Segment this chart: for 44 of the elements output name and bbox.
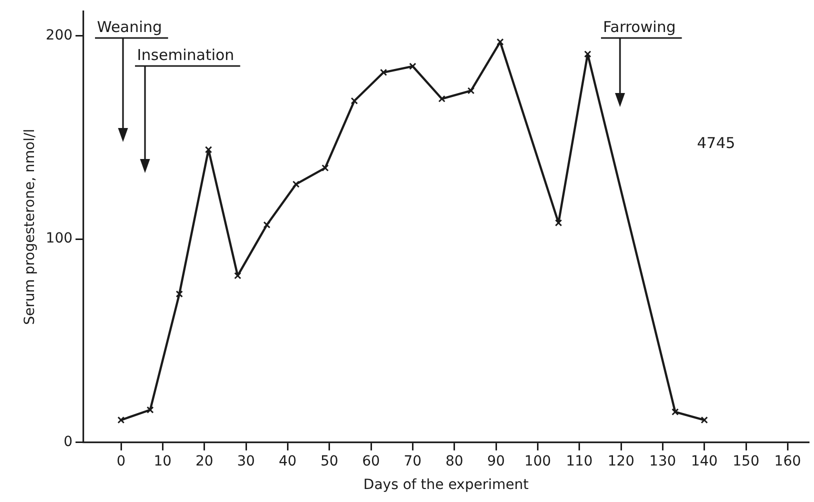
y-tick-label: 0 bbox=[64, 434, 73, 450]
x-tick-label: 110 bbox=[566, 453, 593, 470]
x-axis-title: Days of the experiment bbox=[363, 477, 530, 494]
x-tick-label: 20 bbox=[195, 453, 214, 470]
point bbox=[467, 87, 475, 94]
point bbox=[584, 50, 592, 58]
x-tick-label: 80 bbox=[445, 453, 464, 470]
y-axis-title: Serum progesterone, nmol/l bbox=[22, 128, 38, 325]
x-tick-label: 130 bbox=[649, 453, 676, 470]
point bbox=[496, 38, 504, 46]
point bbox=[409, 62, 416, 70]
point bbox=[438, 95, 446, 102]
y-tick-label: 100 bbox=[46, 230, 73, 247]
x-tick-label: 30 bbox=[237, 453, 255, 470]
x-tick-label: 90 bbox=[487, 453, 505, 470]
x-tick-label: 160 bbox=[774, 453, 802, 470]
x-tick-label: 100 bbox=[524, 453, 552, 470]
point bbox=[146, 406, 154, 414]
point bbox=[234, 272, 242, 280]
annotation: Insemination bbox=[137, 46, 234, 64]
x-tick-label: 50 bbox=[320, 453, 338, 470]
point bbox=[292, 180, 300, 188]
x-tick-label: 120 bbox=[608, 453, 634, 470]
annotation: 4745 bbox=[697, 134, 736, 152]
x-tick-label: 70 bbox=[404, 453, 422, 470]
annotation: Weaning bbox=[97, 18, 162, 36]
x-tick-label: 60 bbox=[362, 453, 380, 470]
point bbox=[117, 416, 125, 424]
point bbox=[176, 290, 183, 298]
annotation: Farrowing bbox=[603, 18, 676, 36]
x-tick-label: 40 bbox=[278, 453, 297, 470]
point bbox=[204, 146, 212, 154]
point bbox=[322, 164, 329, 172]
point bbox=[700, 416, 708, 424]
point bbox=[263, 221, 270, 228]
point bbox=[554, 219, 562, 226]
x-tick-label: 10 bbox=[154, 453, 172, 470]
x-tick-label: 150 bbox=[732, 453, 760, 470]
y-tick-label: 200 bbox=[46, 27, 73, 44]
x-tick-label: 140 bbox=[690, 453, 718, 470]
point bbox=[672, 408, 679, 416]
x-tick-label: 0 bbox=[116, 453, 126, 470]
point bbox=[350, 97, 358, 104]
point bbox=[380, 68, 388, 76]
